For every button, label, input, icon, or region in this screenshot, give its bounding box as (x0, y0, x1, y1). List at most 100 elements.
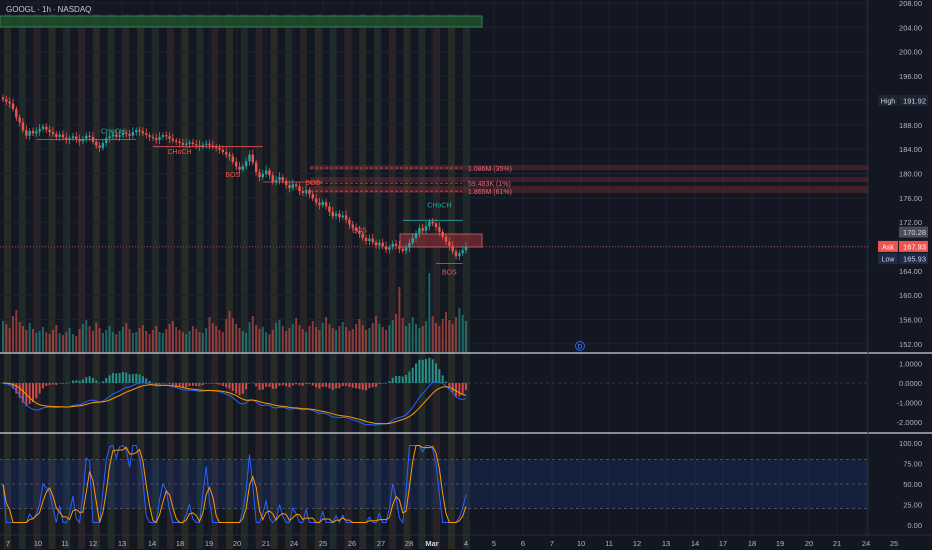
volume-bar (371, 323, 374, 352)
macd-histogram-bar (28, 383, 31, 405)
macd-histogram-bar (261, 383, 264, 390)
candle-body (378, 242, 381, 246)
candle-body (168, 136, 171, 139)
volume-bar (308, 326, 311, 352)
macd-histogram-bar (75, 380, 78, 383)
structure-label: CHoCH (101, 128, 125, 135)
volume-bar (305, 332, 308, 352)
candle-body (254, 162, 258, 173)
macd-histogram-bar (205, 383, 208, 384)
volume-bar (298, 325, 301, 352)
macd-line (2, 380, 467, 426)
macd-histogram-bar (48, 383, 51, 385)
session-column (448, 14, 455, 549)
session-column (226, 14, 233, 549)
price-label-bg (899, 240, 928, 252)
macd-histogram-bar (431, 359, 434, 383)
volume-bar (245, 333, 248, 352)
candle-body (248, 154, 251, 162)
price-tick-label: 208.00 (899, 0, 922, 8)
candle-body (125, 132, 128, 134)
session-column (314, 14, 322, 549)
stoch-tick-label: 50.00 (903, 480, 922, 489)
macd-histogram-bar (381, 383, 384, 384)
candle-body (75, 136, 78, 140)
macd-histogram-bar (378, 383, 381, 385)
volume-bar (278, 320, 281, 352)
candle-body (298, 186, 301, 192)
signal-line (2, 382, 467, 425)
candle-body (414, 233, 418, 238)
candle-body (38, 129, 41, 132)
volume-bar (38, 331, 41, 352)
macd-histogram-bar (41, 383, 44, 389)
macd-histogram-bar (141, 376, 144, 383)
macd-histogram-bar (161, 383, 164, 384)
macd-histogram-bar (308, 383, 311, 385)
candle-body (384, 246, 388, 250)
macd-histogram-bar (225, 383, 228, 388)
macd-tick-label: -2.0000 (897, 418, 922, 427)
candle-body (288, 185, 291, 189)
stoch-tick-label: 25.00 (903, 501, 922, 510)
symbol-header[interactable]: GOOGL · 1h · NASDAQ (6, 5, 93, 14)
volume-bar (361, 325, 364, 352)
volume-bar (418, 328, 421, 352)
volume-bar (328, 324, 331, 352)
macd-histogram-bar (111, 373, 114, 383)
time-tick-label: 25 (319, 539, 327, 548)
macd-histogram-bar (305, 383, 308, 384)
volume-bar (101, 333, 104, 352)
volume-bar (438, 326, 441, 352)
volume-bar (275, 323, 278, 352)
symbol-name: GOOGL (6, 5, 36, 14)
macd-histogram-bar (105, 378, 108, 383)
macd-histogram-bar (238, 383, 241, 396)
volume-bar (35, 333, 38, 352)
macd-histogram-bar (331, 383, 334, 390)
volume-bar (441, 319, 444, 352)
volume-bar (98, 328, 101, 352)
time-tick-label: 13 (662, 539, 670, 548)
volume-bar (15, 310, 18, 352)
volume-bar (145, 331, 148, 352)
macd-histogram-bar (455, 383, 458, 397)
time-tick-label: 17 (719, 539, 727, 548)
macd-histogram-bar (201, 383, 204, 386)
volume-bar (445, 312, 448, 352)
volume-bar (55, 325, 58, 352)
macd-histogram-bar (191, 383, 194, 386)
candle-body (188, 142, 191, 144)
session-column (344, 14, 352, 549)
candle-body (165, 135, 168, 137)
price-label-bg (878, 240, 898, 252)
volume-bar (211, 323, 214, 352)
candle-body (111, 134, 115, 137)
session-column (270, 14, 278, 549)
volume-bar (45, 332, 48, 352)
macd-histogram-bar (458, 383, 461, 397)
candle-body (284, 180, 288, 186)
volume-bar (341, 322, 344, 352)
volume-bar (218, 330, 221, 352)
candle-body (421, 228, 424, 231)
macd-histogram-bar (451, 383, 454, 393)
macd-histogram-bar (275, 383, 278, 389)
candle-body (304, 189, 308, 193)
volume-bar (178, 330, 181, 352)
macd-histogram-bar (81, 379, 84, 383)
candle-body (25, 130, 28, 136)
volume-bar (25, 330, 28, 352)
volume-bar (311, 321, 314, 352)
volume-bar (318, 330, 321, 352)
candle-body (374, 242, 378, 246)
volume-bar (405, 326, 408, 352)
dividend-marker (575, 341, 585, 351)
candle-body (224, 152, 228, 155)
volume-bar (291, 324, 294, 352)
volume-bar (201, 333, 204, 352)
volume-bar (185, 334, 188, 352)
session-column (403, 14, 411, 549)
candle-body (441, 231, 444, 237)
